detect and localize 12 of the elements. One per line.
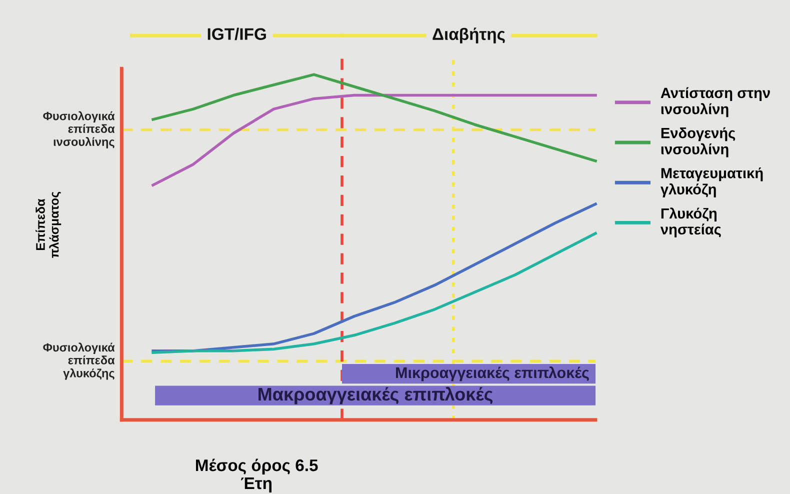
legend-label: Αντίσταση στην ινσουλίνη <box>660 87 770 118</box>
legend-label: Μεταγευματική γλυκόζη <box>660 167 763 198</box>
text: Διαβήτης <box>432 28 505 44</box>
legend-label: Ενδογενής ινσουλίνη <box>661 127 736 158</box>
annotation: Μακροαγγειακές επιπλοκές <box>258 386 493 404</box>
text: IGT/IFG <box>208 28 266 40</box>
ref-line-label: Φυσιολογικά επίπεδα ινσουλίνης <box>43 111 115 148</box>
y-axis-title: Επίπεδα πλάσματος <box>36 192 62 258</box>
annotation: Μικροαγγειακές επιπλοκές <box>396 366 589 382</box>
legend-label: Γλυκόζη νηστείας <box>660 208 721 238</box>
x-axis-title: Μέσος όρος 6.5 Έτη <box>196 458 318 492</box>
ref-line-label: Φυσιολογικά επίπεδα γλυκόζης <box>43 342 115 380</box>
